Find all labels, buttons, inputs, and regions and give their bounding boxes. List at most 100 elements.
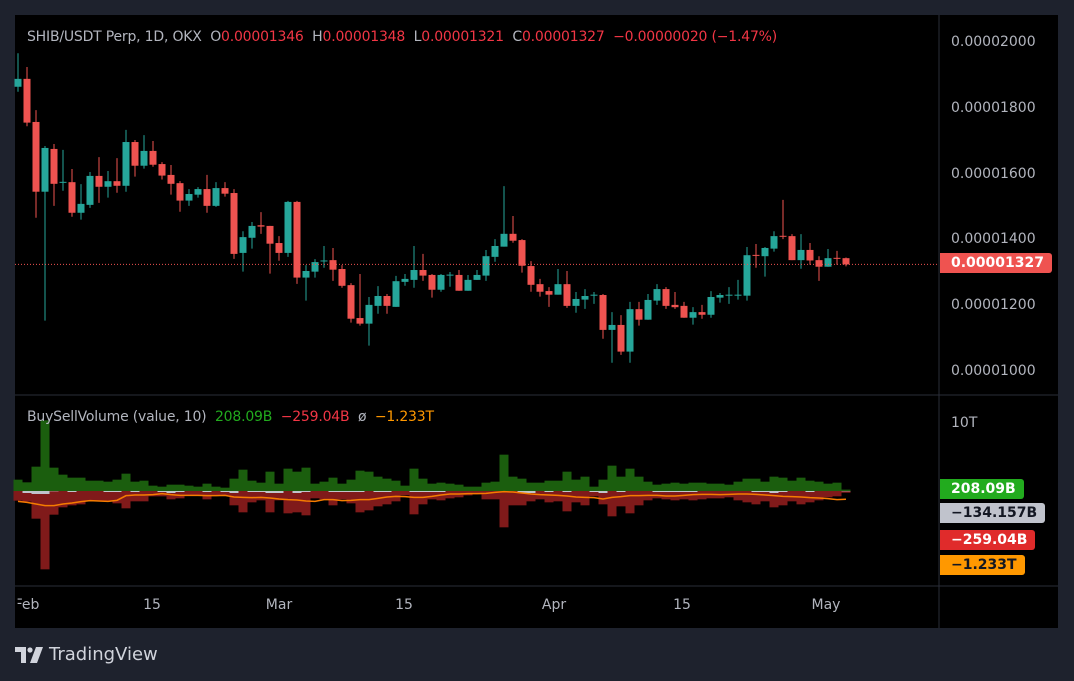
candle-body: [473, 274, 481, 280]
buy-volume-bar: [274, 483, 284, 491]
buy-volume-bar: [598, 479, 608, 491]
sell-volume-bar: [751, 491, 761, 505]
candle-body: [716, 295, 724, 298]
buy-volume-bar: [13, 479, 23, 491]
candle: [455, 270, 463, 291]
sell-volume-bar: [256, 491, 266, 501]
sell-volume-bar: [832, 491, 842, 497]
buy-volume-bar: [211, 486, 221, 491]
candle: [104, 170, 112, 198]
delta-marker: [760, 491, 770, 492]
buy-volume-bar: [679, 483, 689, 491]
sell-volume-bar: [328, 491, 338, 506]
sell-volume-bar: [94, 491, 104, 502]
candle: [761, 246, 769, 277]
candle-body: [797, 249, 805, 261]
delta-marker: [31, 491, 41, 494]
delta-marker: [229, 491, 239, 493]
price-axis-label: 0.00001200: [951, 297, 1036, 314]
buy-volume-bar: [652, 484, 662, 491]
indicator-sell-value: −259.04B: [280, 409, 350, 425]
candle-body: [464, 279, 472, 291]
candle-body: [806, 249, 814, 261]
sell-volume-bar: [742, 491, 752, 503]
candle-body: [185, 194, 193, 201]
buy-volume-bar: [589, 486, 599, 491]
price-axis-label: 0.00001000: [951, 363, 1036, 379]
candle-body: [59, 181, 67, 183]
indicator-ma-value: −1.233T: [374, 409, 434, 425]
sell-volume-bar: [499, 491, 509, 528]
candle: [599, 294, 607, 339]
sell-volume-bar: [760, 491, 770, 502]
candle-body: [158, 164, 166, 176]
buy-volume-bar: [463, 486, 473, 491]
buy-volume-bar: [787, 480, 797, 491]
delta-marker: [166, 491, 176, 493]
buy-volume-bar: [58, 474, 68, 491]
sell-volume-bar: [517, 491, 527, 506]
buy-volume-bar: [22, 482, 32, 491]
candle: [401, 273, 409, 286]
buy-volume-bar: [517, 478, 527, 491]
buy-volume-bar: [166, 484, 176, 491]
candle: [86, 171, 94, 208]
buy-volume-bar: [409, 468, 419, 491]
symbol-legend[interactable]: SHIB/USDT Perp, 1D, OKX O0.00001346 H0.0…: [27, 29, 777, 45]
price-axis-label: 0.00002000: [951, 34, 1036, 50]
sell-volume-bar: [544, 491, 554, 503]
candle: [221, 182, 229, 197]
candle: [617, 315, 625, 355]
buy-volume-bar: [157, 486, 167, 491]
indicator-legend[interactable]: BuySellVolume (value, 10) 208.09B −259.0…: [27, 409, 434, 425]
candle: [248, 221, 256, 249]
candle: [536, 278, 544, 297]
sell-volume-bar: [733, 491, 743, 501]
sell-volume-bar: [508, 491, 518, 506]
delta-marker: [103, 491, 113, 492]
candle-body: [725, 294, 733, 296]
candle: [716, 293, 724, 303]
candle-body: [482, 256, 490, 276]
buy-volume-bar: [625, 468, 635, 491]
buy-volume-bar: [220, 487, 230, 491]
candle: [509, 216, 517, 243]
ma-tag: −1.233T: [940, 555, 1025, 575]
chart-panel[interactable]: [15, 15, 1058, 628]
buy-volume-bar: [706, 483, 716, 491]
tradingview-logo[interactable]: TradingView: [15, 644, 158, 665]
sell-volume-bar: [337, 491, 347, 500]
candle-body: [842, 258, 850, 265]
candle: [212, 182, 220, 207]
candle: [671, 292, 679, 309]
sell-volume-bar: [589, 491, 599, 497]
candle-body: [491, 245, 499, 257]
buy-volume-bar: [94, 480, 104, 491]
candle-body: [815, 260, 823, 267]
candle: [203, 174, 211, 213]
candle: [707, 291, 715, 318]
buy-volume-bar: [472, 486, 482, 491]
buy-volume-bar: [715, 483, 725, 491]
buy-volume-bar: [139, 480, 149, 491]
candle: [95, 157, 103, 203]
candle: [365, 296, 373, 346]
candle-body: [545, 291, 553, 295]
delta-marker: [769, 491, 779, 493]
buy-volume-bar: [310, 483, 320, 491]
buy-volume-bar: [202, 483, 212, 491]
candle: [788, 234, 796, 261]
candle: [77, 184, 85, 220]
delta-marker: [598, 491, 608, 493]
candle: [113, 158, 121, 193]
sell-volume-bar: [319, 491, 329, 500]
candle: [140, 135, 148, 169]
candle: [50, 144, 58, 206]
candle-body: [617, 324, 625, 352]
sell-volume-bar: [130, 491, 140, 502]
sell-volume-bar: [292, 491, 302, 513]
candle: [284, 200, 292, 257]
sell-volume-bar: [58, 491, 68, 508]
candle-body: [23, 78, 31, 123]
